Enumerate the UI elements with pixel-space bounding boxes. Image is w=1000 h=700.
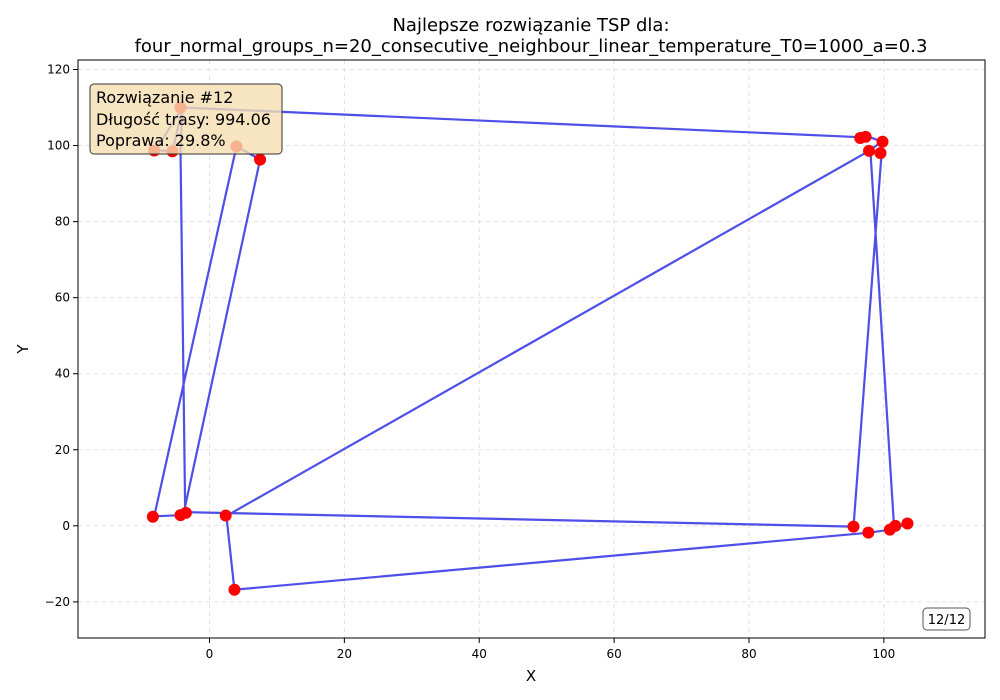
info-box: Rozwiązanie #12 Długość trasy: 994.06 Po… [89, 83, 283, 155]
x-tick-label: 40 [472, 647, 487, 661]
y-axis-ticks: −20 0 20 40 60 80 100 120 [45, 63, 78, 609]
y-axis-label: Y [14, 344, 32, 355]
x-tick-label: 0 [206, 647, 214, 661]
city-point [862, 526, 875, 539]
city-point [219, 509, 232, 522]
city-point [889, 519, 902, 532]
plot-frame [77, 59, 986, 639]
y-tick-label: −20 [45, 595, 70, 609]
chart-title-line1: Najlepsze rozwiązanie TSP dla: [392, 15, 669, 36]
y-tick-label: 20 [55, 443, 70, 457]
frame-counter-background [922, 607, 971, 631]
info-box-background [89, 83, 283, 155]
y-tick-label: 40 [55, 367, 70, 381]
x-axis-ticks: 0 20 40 60 80 100 [206, 638, 895, 661]
frame-counter: 12/12 [922, 607, 971, 631]
city-point [179, 506, 192, 519]
city-point [874, 147, 887, 160]
city-point [876, 135, 889, 148]
x-tick-label: 20 [337, 647, 352, 661]
city-point [901, 517, 914, 530]
city-point [859, 130, 872, 143]
info-improvement: Poprawa: 29.8% [96, 131, 226, 150]
grid-lines [78, 60, 985, 638]
city-point [228, 583, 241, 596]
x-tick-label: 100 [872, 647, 895, 661]
info-solution-number: Rozwiązanie #12 [96, 88, 233, 107]
y-tick-label: 100 [47, 139, 70, 153]
x-tick-label: 60 [606, 647, 621, 661]
frame-counter-label: 12/12 [928, 613, 965, 628]
y-tick-label: 120 [47, 63, 70, 77]
y-tick-label: 60 [55, 291, 70, 305]
chart-title-line2: four_normal_groups_n=20_consecutive_neig… [135, 36, 928, 57]
info-route-length: Długość trasy: 994.06 [96, 110, 271, 129]
city-point [146, 510, 159, 523]
x-tick-label: 80 [741, 647, 756, 661]
city-point [863, 144, 876, 157]
city-point [847, 520, 860, 533]
y-tick-label: 80 [55, 215, 70, 229]
x-axis-label: X [526, 667, 536, 685]
city-point [254, 153, 267, 166]
y-tick-label: 0 [62, 519, 70, 533]
